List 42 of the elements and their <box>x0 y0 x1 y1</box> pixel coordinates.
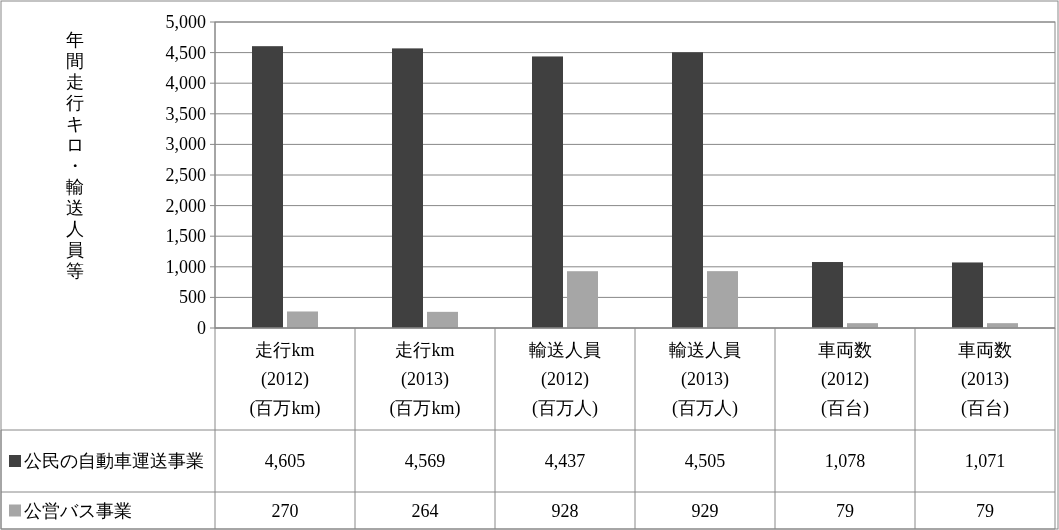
data-label: 1,071 <box>964 451 1006 471</box>
y-tick-label: 5,000 <box>165 12 206 32</box>
x-tick-label: 車両数 (2012) (百台) <box>818 340 872 419</box>
x-tick-label: 走行km (2013) (百万km) <box>389 340 461 419</box>
y-tick-label: 0 <box>197 318 206 338</box>
x-tick-label: 輸送人員 (2012) (百万人) <box>529 340 601 419</box>
data-label: 270 <box>271 500 299 521</box>
bar <box>672 52 703 328</box>
data-label: 928 <box>551 500 579 521</box>
y-tick-label: 4,000 <box>165 73 206 94</box>
bar <box>287 311 318 328</box>
y-tick-label: 4,500 <box>165 42 206 63</box>
data-label: 4,505 <box>684 451 726 471</box>
data-label: 4,437 <box>544 451 586 471</box>
x-tick-label: 走行km (2012) (百万km) <box>249 340 321 419</box>
data-label: 79 <box>836 500 854 521</box>
legend-label: 公民の自動車運送事業 <box>24 451 204 471</box>
text: 年間走行キロ・輸送人員等 <box>66 30 84 281</box>
data-label: 4,569 <box>404 451 446 471</box>
y-tick-label: 3,500 <box>165 103 206 124</box>
y-tick-label: 2,000 <box>165 195 206 216</box>
bar <box>252 46 283 328</box>
bar <box>392 48 423 328</box>
y-tick-label: 2,500 <box>165 165 206 185</box>
bar <box>707 271 738 328</box>
x-tick-label: 輸送人員 (2013) (百万人) <box>669 340 741 419</box>
data-label: 79 <box>976 500 994 521</box>
y-tick-label: 1,000 <box>165 256 206 277</box>
bar <box>532 56 563 328</box>
y-tick-label: 3,000 <box>165 134 206 155</box>
data-label: 4,605 <box>264 451 306 471</box>
data-label: 1,078 <box>824 451 866 471</box>
bar <box>952 262 983 328</box>
bar <box>567 271 598 328</box>
x-tick-label: 車両数 (2013) (百台) <box>958 340 1012 419</box>
legend-label: 公営バス事業 <box>24 500 132 521</box>
y-tick-label: 500 <box>179 287 206 308</box>
bar <box>427 311 458 328</box>
y-tick-label: 1,500 <box>165 226 206 247</box>
bar <box>812 262 843 328</box>
data-label: 929 <box>691 500 719 521</box>
data-label: 264 <box>411 500 439 521</box>
